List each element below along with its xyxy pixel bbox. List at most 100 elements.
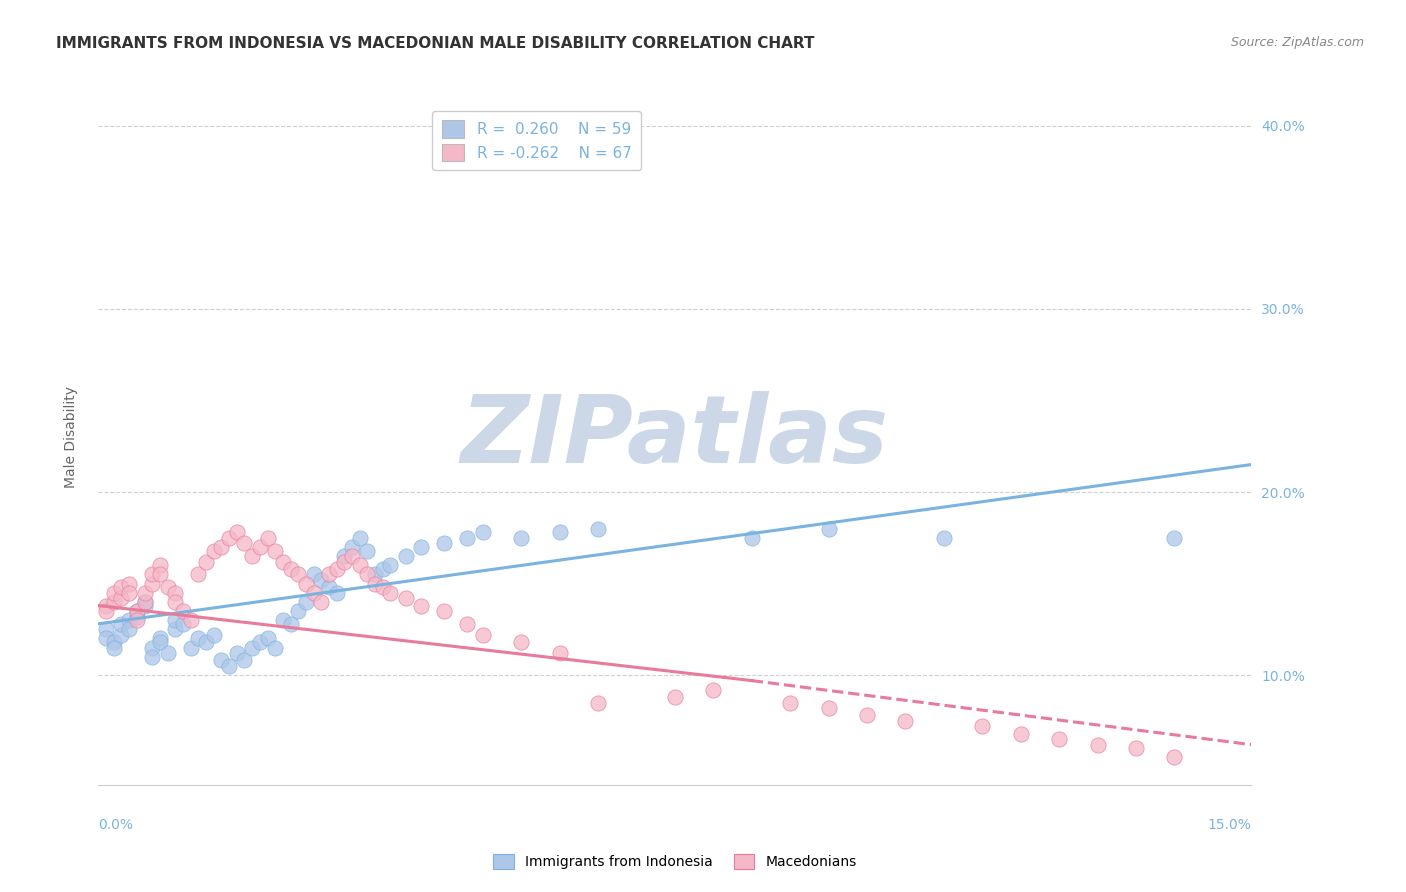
Point — [280, 562, 302, 576]
Point — [271, 613, 294, 627]
Point — [118, 623, 141, 637]
Point — [318, 567, 340, 582]
Point — [456, 616, 478, 631]
Text: 15.0%: 15.0% — [1208, 818, 1251, 832]
Point — [218, 531, 240, 545]
Point — [209, 653, 232, 667]
Point — [264, 543, 287, 558]
Point — [264, 640, 287, 655]
Point — [586, 522, 609, 536]
Point — [165, 585, 187, 599]
Point — [103, 640, 125, 655]
Point — [311, 595, 333, 609]
Point — [779, 696, 801, 710]
Point — [371, 580, 394, 594]
Point — [340, 549, 363, 563]
Point — [817, 701, 839, 715]
Point — [371, 562, 394, 576]
Point — [856, 708, 879, 723]
Point — [134, 599, 156, 613]
Point — [364, 567, 387, 582]
Point — [233, 653, 256, 667]
Point — [249, 635, 271, 649]
Point — [195, 635, 218, 649]
Point — [456, 531, 478, 545]
Point — [817, 522, 839, 536]
Point — [94, 623, 117, 637]
Point — [233, 536, 256, 550]
Text: 0.0%: 0.0% — [98, 818, 134, 832]
Point — [364, 576, 387, 591]
Point — [356, 567, 378, 582]
Point — [134, 585, 156, 599]
Point — [110, 616, 132, 631]
Text: IMMIGRANTS FROM INDONESIA VS MACEDONIAN MALE DISABILITY CORRELATION CHART: IMMIGRANTS FROM INDONESIA VS MACEDONIAN … — [56, 36, 814, 51]
Legend: Immigrants from Indonesia, Macedonians: Immigrants from Indonesia, Macedonians — [486, 847, 863, 876]
Point — [471, 628, 494, 642]
Point — [256, 531, 278, 545]
Point — [295, 595, 318, 609]
Point — [356, 543, 378, 558]
Point — [110, 580, 132, 594]
Point — [433, 604, 456, 618]
Point — [94, 632, 117, 646]
Point — [149, 558, 172, 573]
Point — [349, 531, 371, 545]
Text: Source: ZipAtlas.com: Source: ZipAtlas.com — [1230, 36, 1364, 49]
Point — [471, 525, 494, 540]
Point — [172, 604, 194, 618]
Point — [1010, 727, 1032, 741]
Point — [271, 555, 294, 569]
Point — [340, 540, 363, 554]
Point — [110, 628, 132, 642]
Point — [94, 599, 117, 613]
Point — [333, 549, 356, 563]
Point — [218, 659, 240, 673]
Point — [1163, 531, 1185, 545]
Point — [741, 531, 763, 545]
Point — [103, 585, 125, 599]
Point — [433, 536, 456, 550]
Point — [165, 613, 187, 627]
Point — [187, 567, 209, 582]
Point — [240, 549, 263, 563]
Point — [349, 558, 371, 573]
Point — [548, 525, 571, 540]
Point — [318, 580, 340, 594]
Point — [225, 646, 247, 660]
Point — [103, 635, 125, 649]
Point — [1047, 732, 1070, 747]
Point — [380, 585, 402, 599]
Point — [110, 591, 132, 606]
Point — [395, 591, 418, 606]
Point — [240, 640, 263, 655]
Point — [180, 640, 202, 655]
Point — [118, 613, 141, 627]
Point — [125, 613, 148, 627]
Point — [302, 567, 325, 582]
Point — [249, 540, 271, 554]
Point — [325, 562, 347, 576]
Point — [256, 632, 278, 646]
Point — [395, 549, 418, 563]
Point — [411, 599, 433, 613]
Text: ZIPatlas: ZIPatlas — [461, 391, 889, 483]
Point — [118, 576, 141, 591]
Point — [187, 632, 209, 646]
Point — [141, 649, 163, 664]
Point — [141, 567, 163, 582]
Point — [225, 525, 247, 540]
Point — [134, 595, 156, 609]
Point — [702, 682, 724, 697]
Point — [94, 604, 117, 618]
Point — [202, 628, 225, 642]
Point — [295, 576, 318, 591]
Point — [280, 616, 302, 631]
Point — [548, 646, 571, 660]
Point — [156, 646, 179, 660]
Point — [125, 609, 148, 624]
Point — [586, 696, 609, 710]
Point — [510, 531, 533, 545]
Point — [302, 585, 325, 599]
Point — [932, 531, 955, 545]
